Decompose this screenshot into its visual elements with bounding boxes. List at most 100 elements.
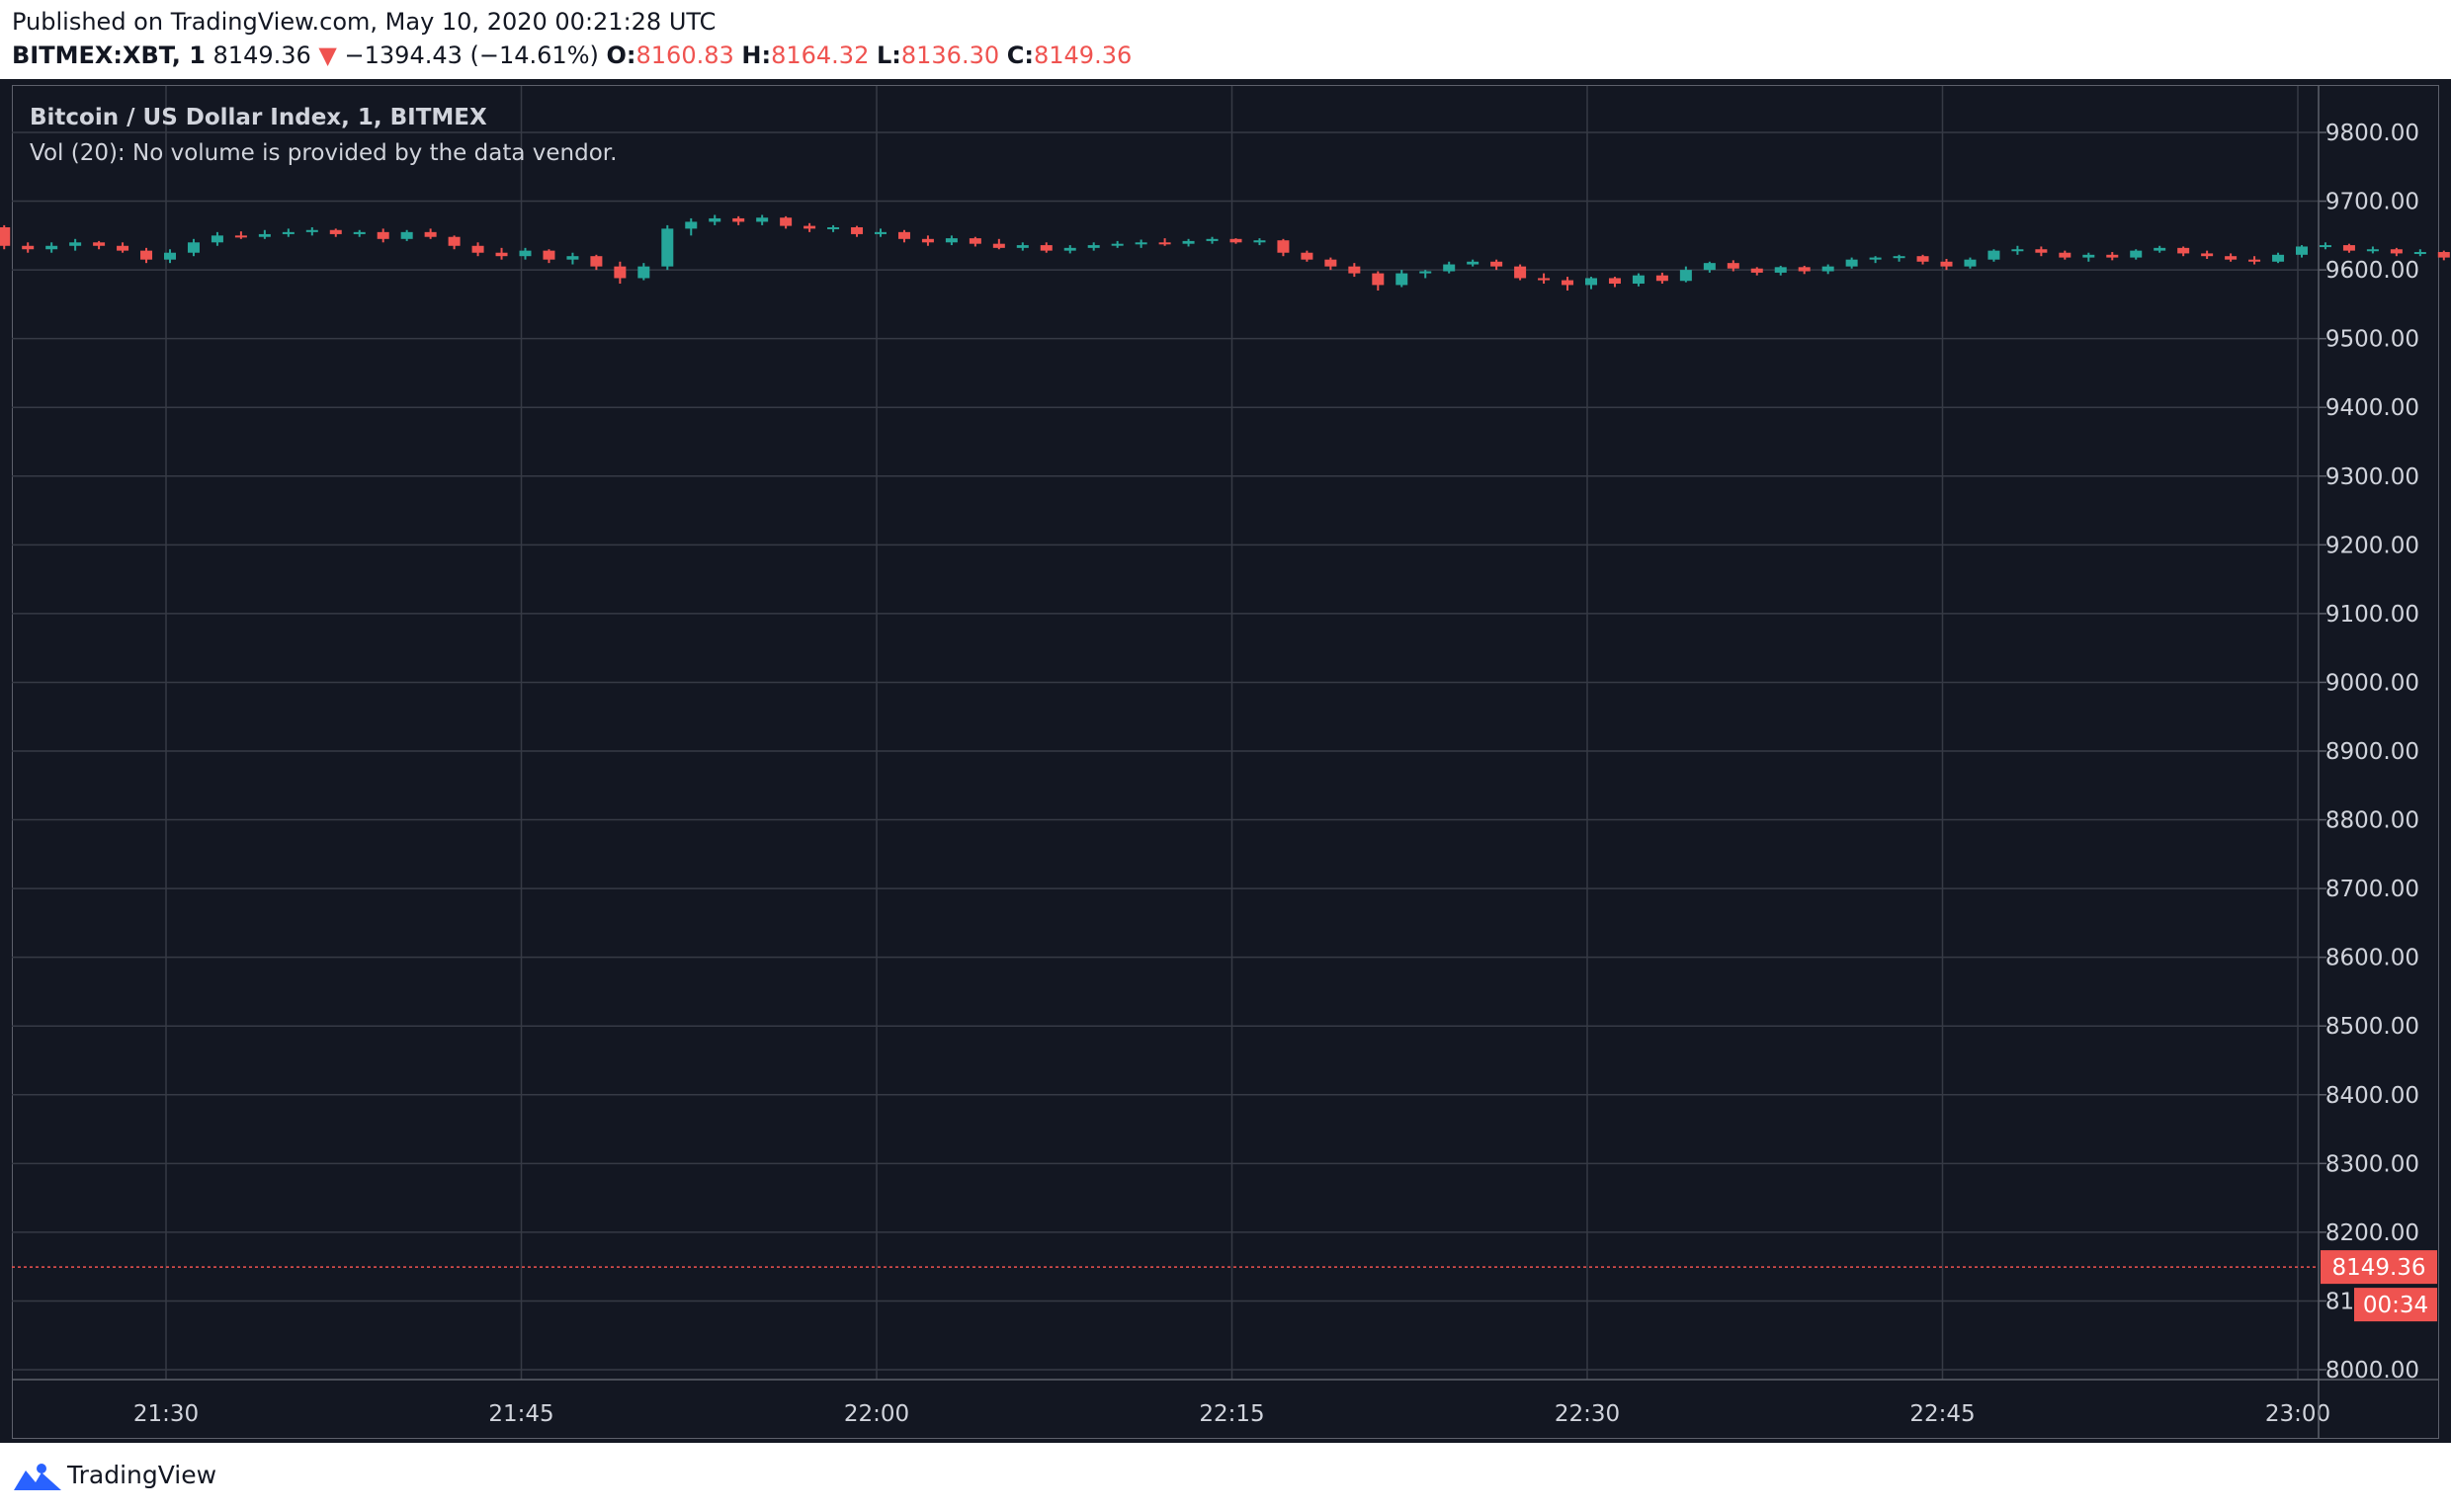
candle[interactable] <box>2130 249 2143 260</box>
candle[interactable] <box>2059 250 2071 260</box>
candle[interactable] <box>1987 249 2000 262</box>
candle[interactable] <box>1964 257 1977 269</box>
candle[interactable] <box>1443 261 1456 274</box>
candle[interactable] <box>93 240 106 250</box>
candle[interactable] <box>2248 256 2261 265</box>
candle[interactable] <box>945 235 958 246</box>
candle[interactable] <box>2366 246 2379 254</box>
candle[interactable] <box>756 214 769 225</box>
candle[interactable] <box>2413 249 2426 257</box>
candle[interactable] <box>2296 245 2308 258</box>
candle[interactable] <box>1608 277 1621 288</box>
candle[interactable] <box>377 228 389 243</box>
candle[interactable] <box>2225 253 2238 262</box>
candle[interactable] <box>661 224 674 271</box>
candle[interactable] <box>851 225 864 237</box>
candle[interactable] <box>1419 270 1432 279</box>
candle[interactable] <box>1063 245 1076 254</box>
candle[interactable] <box>2201 250 2214 259</box>
candle[interactable] <box>1372 271 1385 291</box>
candle[interactable] <box>921 235 934 246</box>
candle[interactable] <box>1798 265 1811 275</box>
chart-legend-title[interactable]: Bitcoin / US Dollar Index, 1, BITMEX <box>30 105 487 130</box>
candle[interactable] <box>329 228 342 237</box>
candle[interactable] <box>1845 257 1858 269</box>
candle[interactable] <box>590 254 603 271</box>
candle[interactable] <box>234 231 247 239</box>
candle[interactable] <box>1206 236 1219 244</box>
candle[interactable] <box>1111 240 1124 248</box>
candle[interactable] <box>1301 250 1313 262</box>
candle[interactable] <box>614 261 627 285</box>
volume-legend[interactable]: Vol (20): No volume is provided by the d… <box>30 140 618 166</box>
candle[interactable] <box>187 238 200 257</box>
candle[interactable] <box>732 215 745 225</box>
candle[interactable] <box>1253 238 1266 246</box>
candle[interactable] <box>1135 239 1147 248</box>
candle[interactable] <box>1727 260 1739 272</box>
candle[interactable] <box>258 229 271 239</box>
candle[interactable] <box>780 215 793 229</box>
candle[interactable] <box>1324 257 1337 271</box>
candle[interactable] <box>2390 247 2403 257</box>
candle[interactable] <box>1774 265 1787 276</box>
candle[interactable] <box>1040 242 1053 253</box>
candle[interactable] <box>495 247 508 260</box>
candle[interactable] <box>2272 252 2285 264</box>
candle[interactable] <box>282 228 295 237</box>
candle[interactable] <box>22 242 35 253</box>
candle[interactable] <box>827 224 840 232</box>
candle[interactable] <box>0 224 11 250</box>
candlestick-chart[interactable]: 9800.00 9700.00 9600.00 9500.00 9400.00 9300.… <box>0 0 2451 1443</box>
candle[interactable] <box>1158 238 1171 246</box>
candle[interactable] <box>1869 256 1882 264</box>
candle[interactable] <box>566 252 579 265</box>
candle[interactable] <box>1467 259 1479 267</box>
candle[interactable] <box>1348 263 1361 278</box>
candle[interactable] <box>543 249 555 264</box>
candle[interactable] <box>1514 264 1527 281</box>
candle[interactable] <box>1229 238 1242 244</box>
candle[interactable] <box>875 228 887 237</box>
candle[interactable] <box>45 242 58 253</box>
candle[interactable] <box>164 249 176 264</box>
candle[interactable] <box>709 214 721 225</box>
candle[interactable] <box>2011 245 2024 255</box>
candle[interactable] <box>685 217 698 236</box>
candle[interactable] <box>1703 261 1716 273</box>
candle[interactable] <box>424 228 437 239</box>
candle[interactable] <box>1016 242 1029 251</box>
candle[interactable] <box>305 226 318 236</box>
candle[interactable] <box>1940 258 1953 271</box>
candle[interactable] <box>1632 273 1645 287</box>
candle[interactable] <box>471 242 484 257</box>
candle[interactable] <box>1679 266 1692 283</box>
candle[interactable] <box>1395 270 1408 288</box>
candle[interactable] <box>1087 242 1100 251</box>
candle[interactable] <box>1538 273 1551 285</box>
candle[interactable] <box>2035 246 2048 257</box>
candle[interactable] <box>353 229 366 237</box>
candle[interactable] <box>1562 277 1574 291</box>
candle[interactable] <box>1585 277 1597 290</box>
candle[interactable] <box>2319 242 2331 250</box>
candle[interactable] <box>1182 238 1195 247</box>
candle[interactable] <box>1655 272 1668 285</box>
candle[interactable] <box>1750 267 1763 276</box>
candle[interactable] <box>897 229 910 243</box>
candle[interactable] <box>1490 259 1503 271</box>
candle[interactable] <box>637 263 650 281</box>
candle[interactable] <box>969 236 981 247</box>
candle[interactable] <box>1821 264 1834 275</box>
candle[interactable] <box>2437 250 2450 261</box>
candle[interactable] <box>2154 245 2166 253</box>
candle[interactable] <box>2106 252 2119 261</box>
candle[interactable] <box>448 235 461 250</box>
candle[interactable] <box>1277 238 1290 257</box>
candle[interactable] <box>400 229 413 241</box>
candle[interactable] <box>2082 252 2095 262</box>
candle[interactable] <box>803 222 816 232</box>
candle[interactable] <box>117 242 129 253</box>
candle[interactable] <box>211 231 223 246</box>
candle[interactable] <box>2342 243 2355 253</box>
